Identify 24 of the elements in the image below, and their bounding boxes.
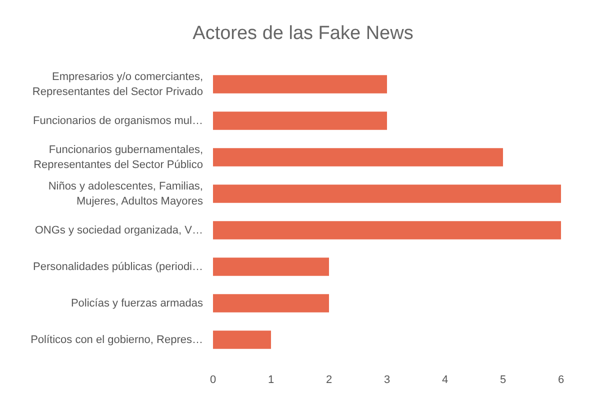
x-tick-label: 5 xyxy=(500,374,506,386)
bar xyxy=(213,330,271,349)
bar xyxy=(213,112,387,130)
bar xyxy=(213,221,561,240)
y-tick-label: Policías y fuerzas armadas xyxy=(70,297,204,310)
y-tick-label: Personalidades públicas (periodi… xyxy=(33,260,203,273)
bar xyxy=(213,184,561,203)
y-tick-label: Funcionarios de organismos mul… xyxy=(33,114,203,127)
bar xyxy=(213,75,387,94)
bar xyxy=(213,148,503,166)
y-tick-label: Funcionarios gubernamentales, Representantes del Sector Público xyxy=(34,144,203,171)
bar xyxy=(213,294,329,312)
x-tick-label: 3 xyxy=(384,374,390,386)
y-tick-label: Niños y adolescentes, Familias, Mujeres, Adultos Mayores xyxy=(48,180,204,208)
y-tick-label: Políticos con el gobierno, Repres… xyxy=(30,334,203,346)
y-tick-label: Empresarios y/o comerciantes, Representantes del Sector Privado xyxy=(32,70,203,98)
x-tick-label: 1 xyxy=(268,374,274,386)
x-tick-label: 6 xyxy=(558,374,564,386)
bar xyxy=(213,258,329,276)
x-tick-label: 0 xyxy=(210,374,216,386)
chart-title: Actores de las Fake News xyxy=(192,23,414,44)
x-tick-label: 2 xyxy=(326,374,332,386)
x-tick-label: 4 xyxy=(442,374,448,386)
y-tick-label: ONGs y sociedad organizada, V… xyxy=(34,224,203,236)
